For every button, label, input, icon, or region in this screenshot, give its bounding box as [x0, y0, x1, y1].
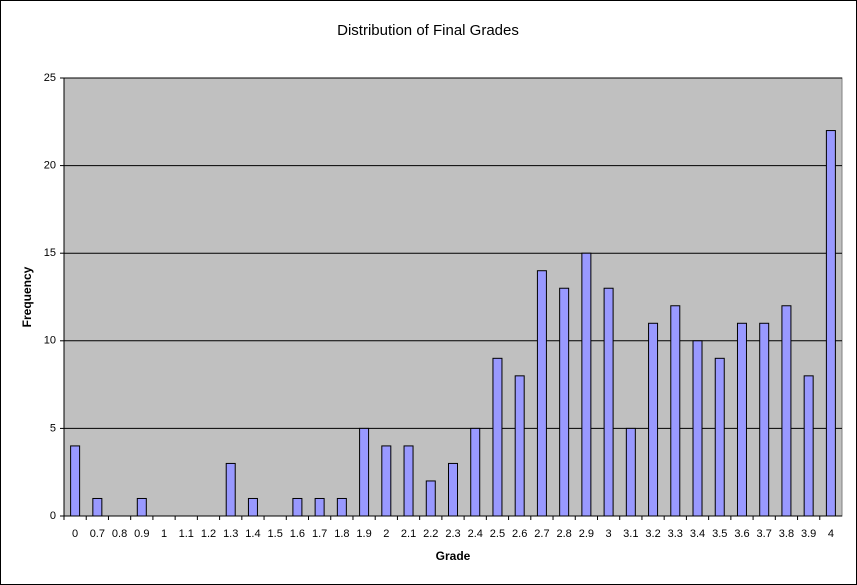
bar	[292, 497, 303, 517]
bar	[581, 252, 592, 517]
bar	[359, 427, 370, 517]
x-tick-label: 2.7	[534, 528, 549, 540]
x-tick-label: 2	[383, 528, 389, 540]
y-tick-label: 20	[44, 160, 56, 172]
x-tick-label: 3.4	[690, 528, 705, 540]
y-tick-label: 15	[44, 247, 56, 259]
bar	[136, 497, 147, 517]
x-tick-label: 3.7	[757, 528, 772, 540]
bar	[403, 445, 414, 517]
x-tick-label: 3.8	[779, 528, 794, 540]
bar	[536, 270, 547, 517]
bar	[70, 445, 81, 517]
x-tick-label: 1.9	[356, 528, 371, 540]
bar	[692, 340, 703, 517]
y-axis-title: Frequency	[20, 266, 34, 327]
x-tick-label: 2.8	[556, 528, 571, 540]
x-tick-label: 0	[72, 528, 78, 540]
x-tick-label: 1.4	[245, 528, 260, 540]
bar	[381, 445, 392, 517]
x-tick-label: 3.6	[734, 528, 749, 540]
x-tick-label: 3	[606, 528, 612, 540]
x-tick-label: 0.8	[112, 528, 127, 540]
bar	[781, 305, 792, 517]
y-tick-label: 10	[44, 335, 56, 347]
x-tick-label: 0.9	[134, 528, 149, 540]
x-tick-label: 3.9	[801, 528, 816, 540]
bar	[759, 322, 770, 517]
bar	[803, 375, 814, 517]
x-tick-label: 1.6	[290, 528, 305, 540]
x-tick-label: 1.5	[268, 528, 283, 540]
x-tick-label: 3.3	[668, 528, 683, 540]
bar	[425, 480, 436, 517]
x-tick-label: 1.1	[179, 528, 194, 540]
y-tick-label: 25	[44, 72, 56, 84]
x-tick-label: 1.2	[201, 528, 216, 540]
x-tick-label: 3.2	[645, 528, 660, 540]
x-axis-title: Grade	[436, 549, 471, 563]
bar	[825, 130, 836, 517]
x-tick-label: 1.8	[334, 528, 349, 540]
x-tick-label: 2.6	[512, 528, 527, 540]
bar	[670, 305, 681, 517]
bar	[314, 497, 325, 517]
bar	[603, 287, 614, 517]
bar	[648, 322, 659, 517]
x-tick-label: 2.2	[423, 528, 438, 540]
bar	[559, 287, 570, 517]
x-tick-label: 1.3	[223, 528, 238, 540]
y-tick-label: 5	[50, 422, 56, 434]
x-tick-label: 2.3	[445, 528, 460, 540]
bar	[492, 357, 503, 517]
x-tick-label: 0.7	[90, 528, 105, 540]
bar	[470, 427, 481, 517]
x-tick-label: 3.5	[712, 528, 727, 540]
x-tick-label: 2.1	[401, 528, 416, 540]
chart-title: Distribution of Final Grades	[337, 22, 519, 39]
x-tick-label: 4	[828, 528, 834, 540]
plot-area	[63, 77, 843, 517]
bar	[514, 375, 525, 517]
bar	[736, 322, 747, 517]
bar	[225, 462, 236, 517]
bar	[625, 427, 636, 517]
bar	[448, 462, 458, 517]
x-tick-label: 2.4	[468, 528, 483, 540]
x-tick-label: 2.5	[490, 528, 505, 540]
bar	[92, 497, 103, 517]
bar	[714, 357, 725, 517]
y-tick-label: 0	[50, 510, 56, 522]
x-tick-label: 1	[161, 528, 167, 540]
x-tick-label: 1.7	[312, 528, 327, 540]
bar	[336, 497, 347, 517]
bar	[247, 497, 258, 517]
x-tick-label: 2.9	[579, 528, 594, 540]
x-tick-label: 3.1	[623, 528, 638, 540]
